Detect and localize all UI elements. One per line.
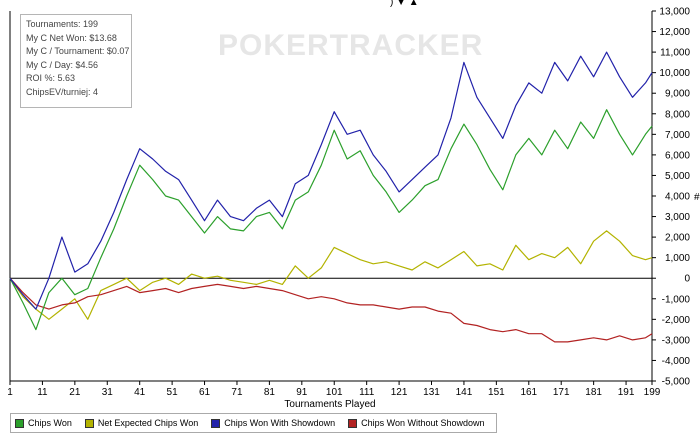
legend-label: Chips Won With Showdown	[224, 418, 336, 428]
x-tick-label: 51	[167, 387, 179, 398]
stat-per-tournament: My C / Tournament: $0.07	[26, 46, 130, 57]
y-tick-label: 11,000	[660, 48, 690, 59]
legend-swatch	[348, 418, 358, 428]
x-tick-label: 181	[585, 387, 602, 398]
x-tick-label: 91	[296, 387, 308, 398]
y-tick-label: -1,000	[662, 294, 691, 305]
x-tick-label: 61	[199, 387, 211, 398]
x-tick-label: 191	[618, 387, 635, 398]
x-tick-label: 31	[102, 387, 114, 398]
y-tick-label: -3,000	[662, 335, 691, 346]
x-tick-label: 81	[264, 387, 276, 398]
watermark: POKERTRACKER	[218, 29, 483, 62]
series-line-2	[9, 51, 653, 310]
legend-item-net-expected[interactable]: Net Expected Chips Won	[84, 418, 199, 428]
series-group	[9, 51, 653, 343]
x-tick-label: 171	[553, 387, 570, 398]
y-tick-label: -5,000	[662, 377, 691, 388]
legend-swatch	[15, 418, 24, 428]
y-axis-title: #	[694, 192, 700, 203]
series-line-1	[9, 230, 653, 320]
series-line-3	[9, 277, 653, 343]
legend-item-without-showdown[interactable]: Chips Won Without Showdown	[348, 418, 485, 428]
x-tick-label: 21	[69, 387, 81, 398]
y-tick-label: 8,000	[665, 109, 690, 120]
y-tick-label: 10,000	[659, 68, 690, 79]
legend-item-chips-won[interactable]: Chips Won	[15, 418, 72, 428]
x-tick-label: 199	[644, 387, 661, 398]
x-tick-label: 71	[231, 387, 243, 398]
x-tick-label: 161	[520, 387, 537, 398]
series-line-0	[9, 109, 653, 331]
y-tick-label: -2,000	[662, 315, 691, 326]
legend-label: Net Expected Chips Won	[97, 418, 199, 428]
y-tick-label: 7,000	[665, 130, 690, 141]
stats-box: Tournaments: 199 My C Net Won: $13.68 My…	[20, 14, 132, 108]
x-tick-label: 141	[456, 387, 473, 398]
axes: 1 11 21 31 41 51 61 71 81 91 101 111 121 131 141 151 161…	[7, 7, 690, 399]
y-tick-label: 9,000	[665, 89, 690, 100]
y-tick-label: 5,000	[665, 171, 690, 182]
stat-chipsev: ChipsEV/turniej: 4	[26, 86, 99, 97]
stat-per-day: My C / Day: $4.56	[26, 59, 99, 70]
x-axis-title: Tournaments Played	[284, 399, 375, 410]
header-fragment: ) ▼ ▲	[390, 0, 419, 8]
y-tick-label: 1,000	[665, 253, 690, 264]
legend-swatch	[211, 418, 221, 428]
y-tick-label: 12,000	[659, 27, 690, 38]
x-tick-label: 151	[488, 387, 505, 398]
stat-roi: ROI %: 5.63	[26, 73, 76, 84]
legend: Chips Won Net Expected Chips Won Chips W…	[10, 413, 497, 433]
x-tick-label: 41	[134, 387, 146, 398]
legend-item-with-showdown[interactable]: Chips Won With Showdown	[211, 418, 335, 428]
stat-net-won: My C Net Won: $13.68	[26, 32, 117, 43]
y-tick-label: 13,000	[659, 7, 690, 18]
y-tick-label: -4,000	[662, 356, 691, 367]
x-tick-label: 1	[7, 387, 13, 398]
x-tick-label: 11	[37, 387, 48, 398]
x-tick-label: 101	[326, 387, 343, 398]
legend-swatch	[84, 418, 94, 428]
x-tick-label: 121	[391, 387, 408, 398]
x-tick-label: 131	[423, 387, 440, 398]
y-tick-label: 6,000	[665, 150, 690, 161]
y-tick-label: 3,000	[665, 212, 690, 223]
y-tick-label: 0	[684, 274, 690, 285]
y-tick-label: 2,000	[665, 233, 690, 244]
y-tick-label: 4,000	[665, 192, 690, 203]
legend-label: Chips Won	[28, 418, 72, 428]
stat-tournaments: Tournaments: 199	[26, 19, 99, 29]
x-tick-label: 111	[359, 387, 375, 398]
legend-label: Chips Won Without Showdown	[361, 418, 485, 428]
